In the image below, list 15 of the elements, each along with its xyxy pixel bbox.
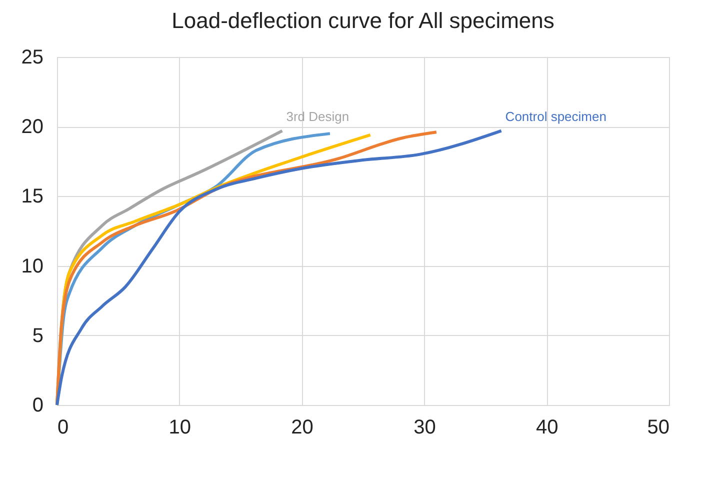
x-tick-label: 0 — [58, 416, 69, 438]
x-tick-label: 10 — [168, 416, 192, 438]
y-tick-label: 10 — [21, 255, 44, 278]
y-tick-label: 20 — [21, 116, 44, 138]
x-tick-label: 30 — [414, 416, 436, 438]
series-label: 3rd Design — [286, 108, 350, 124]
chart-title: Load-deflection curve for All specimens — [172, 8, 554, 33]
y-tick-label: 5 — [32, 324, 44, 347]
y-tick-label: 25 — [21, 46, 44, 68]
series-label: Control specimen — [505, 108, 606, 124]
y-tick-label: 0 — [32, 394, 44, 416]
x-tick-label: 40 — [536, 416, 558, 438]
y-tick-label: 15 — [21, 186, 44, 208]
x-tick-label: 50 — [647, 416, 670, 438]
x-tick-label: 20 — [291, 416, 314, 438]
